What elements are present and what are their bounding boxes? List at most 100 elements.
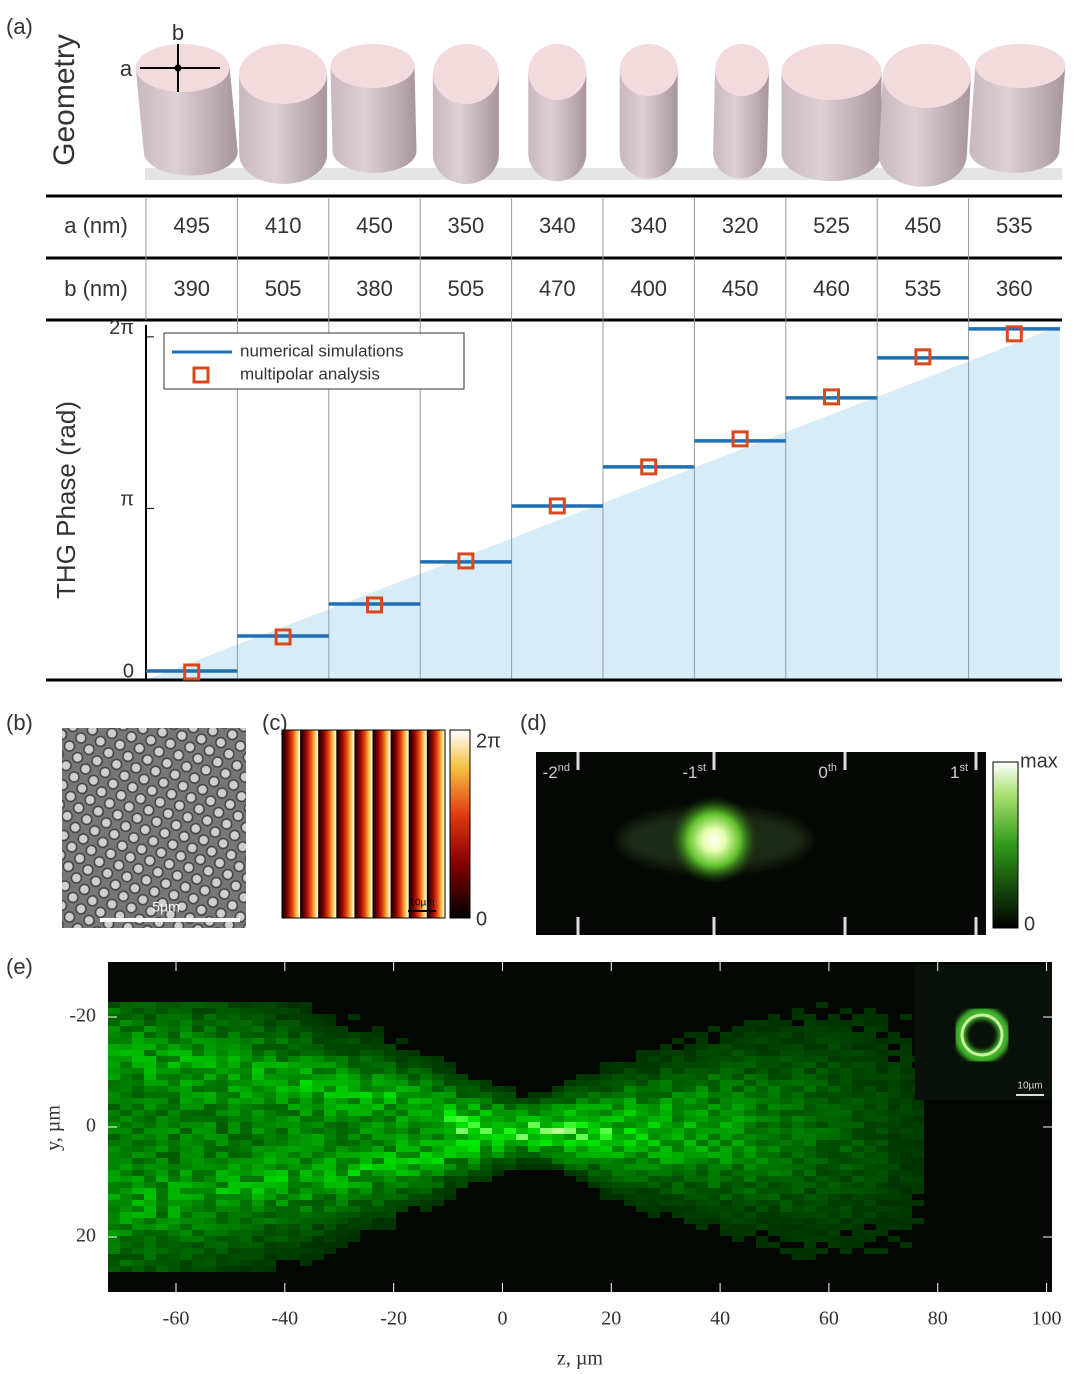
beam-pixel [144, 1116, 156, 1122]
beam-pixel [456, 1098, 468, 1104]
beam-pixel [744, 1032, 756, 1038]
beam-pixel [768, 1026, 780, 1032]
beam-pixel [144, 1014, 156, 1020]
beam-pixel [648, 1104, 660, 1110]
beam-pixel [156, 1002, 168, 1008]
beam-pixel [684, 1044, 696, 1050]
beam-pixel [132, 1026, 144, 1032]
beam-pixel [444, 1074, 456, 1080]
beam-pixel [324, 1062, 336, 1068]
beam-pixel [756, 1206, 768, 1212]
beam-pixel [792, 1062, 804, 1068]
beam-pixel [384, 1212, 396, 1218]
beam-pixel [696, 1194, 708, 1200]
beam-pixel [168, 1188, 180, 1194]
beam-pixel [660, 1200, 672, 1206]
table-row-header: a (nm) [64, 213, 128, 238]
beam-pixel [252, 1038, 264, 1044]
beam-pixel [168, 1014, 180, 1020]
beam-pixel [720, 1068, 732, 1074]
beam-pixel [864, 1086, 876, 1092]
beam-pixel [168, 1266, 180, 1272]
beam-pixel [528, 1104, 540, 1110]
beam-pixel [444, 1116, 456, 1122]
beam-pixel [804, 1014, 816, 1020]
beam-pixel [552, 1158, 564, 1164]
beam-pixel [744, 1068, 756, 1074]
beam-pixel [288, 1200, 300, 1206]
beam-pixel [348, 1134, 360, 1140]
beam-pixel [336, 1146, 348, 1152]
beam-pixel [780, 1068, 792, 1074]
beam-pixel [252, 1002, 264, 1008]
beam-pixel [912, 1164, 924, 1170]
beam-pixel [300, 1086, 312, 1092]
beam-pixel [816, 1218, 828, 1224]
phase-chart: THG Phase (rad) 0π2πnumerical simulation… [46, 317, 1062, 682]
beam-pixel [672, 1116, 684, 1122]
beam-pixel [384, 1206, 396, 1212]
beam-pixel [324, 1038, 336, 1044]
beam-pixel [396, 1176, 408, 1182]
beam-pixel [180, 1260, 192, 1266]
beam-pixel [732, 1236, 744, 1242]
beam-pixel [372, 1104, 384, 1110]
order-number: -2 [543, 763, 558, 782]
beam-pixel [804, 1122, 816, 1128]
beam-pixel [744, 1182, 756, 1188]
beam-pixel [780, 1098, 792, 1104]
beam-pixel [696, 1062, 708, 1068]
beam-pixel [828, 1128, 840, 1134]
beam-pixel [852, 1152, 864, 1158]
beam-pixel [120, 1188, 132, 1194]
beam-pixel [648, 1056, 660, 1062]
beam-pixel [792, 1206, 804, 1212]
beam-pixel [312, 1158, 324, 1164]
beam-pixel [240, 1266, 252, 1272]
beam-pixel [456, 1074, 468, 1080]
beam-pixel [888, 1170, 900, 1176]
beam-pixel [432, 1152, 444, 1158]
beam-pixel [900, 1152, 912, 1158]
beam-pixel [696, 1152, 708, 1158]
beam-pixel [624, 1110, 636, 1116]
beam-pixel [120, 1260, 132, 1266]
beam-pixel [516, 1158, 528, 1164]
beam-pixel [228, 1134, 240, 1140]
beam-pixel [588, 1152, 600, 1158]
order-suffix: nd [558, 762, 570, 774]
beam-pixel [240, 1260, 252, 1266]
beam-pixel [768, 1020, 780, 1026]
beam-pixel [600, 1074, 612, 1080]
beam-pixel [144, 1224, 156, 1230]
beam-pixel [288, 1110, 300, 1116]
beam-pixel [408, 1110, 420, 1116]
beam-pixel [828, 1194, 840, 1200]
beam-pixel [864, 1200, 876, 1206]
beam-pixel [756, 1188, 768, 1194]
beam-pixel [456, 1158, 468, 1164]
beam-pixel [108, 1098, 120, 1104]
beam-pixel [312, 1056, 324, 1062]
beam-pixel [336, 1242, 348, 1248]
beam-pixel [276, 1026, 288, 1032]
beam-pixel [756, 1182, 768, 1188]
beam-pixel [336, 1092, 348, 1098]
beam-pixel [900, 1050, 912, 1056]
beam-pixel [780, 1050, 792, 1056]
beam-pixel [228, 1050, 240, 1056]
beam-pixel [804, 1074, 816, 1080]
beam-pixel [588, 1176, 600, 1182]
beam-pixel [732, 1080, 744, 1086]
beam-pixel [900, 1068, 912, 1074]
beam-pixel [732, 1104, 744, 1110]
beam-pixel [696, 1218, 708, 1224]
beam-pixel [240, 1242, 252, 1248]
table-cell: 535 [996, 213, 1033, 238]
beam-pixel [828, 1242, 840, 1248]
beam-pixel [132, 1002, 144, 1008]
beam-pixel [192, 1080, 204, 1086]
beam-pixel [132, 1008, 144, 1014]
x-tick-label: 0 [497, 1308, 507, 1330]
beam-pixel [300, 1110, 312, 1116]
